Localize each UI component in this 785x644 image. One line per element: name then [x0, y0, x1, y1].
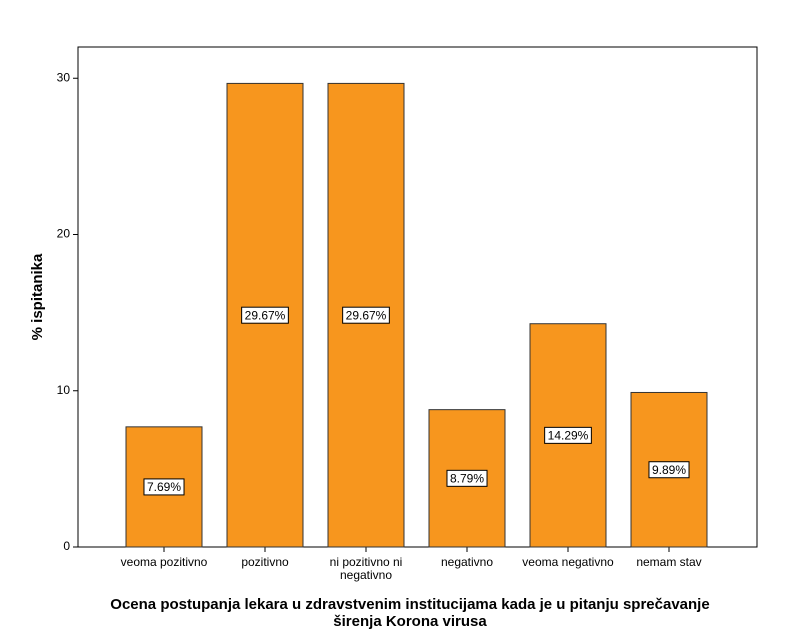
value-label: 29.67% — [245, 308, 286, 322]
x-tick-label: negativno — [440, 555, 494, 569]
value-label-box — [544, 426, 592, 444]
value-label: 7.69% — [147, 480, 181, 494]
x-tick-label: ni pozitivno ni negativno — [329, 555, 403, 582]
x-tick-label: veoma pozitivno — [120, 555, 208, 569]
y-tick-label: 0 — [63, 539, 70, 553]
x-axis-title: Ocena postupanja lekara u zdravstvenim i… — [110, 596, 710, 630]
x-tick-label: veoma negativno — [522, 555, 614, 569]
y-tick-label: 30 — [57, 70, 71, 84]
x-tick-label: nemam stav — [636, 555, 702, 569]
value-label-box — [241, 306, 289, 324]
y-tick-label: 20 — [57, 227, 71, 241]
value-label: 8.79% — [450, 472, 484, 486]
value-label: 9.89% — [652, 463, 686, 477]
value-label-box — [648, 461, 690, 479]
value-label-box — [342, 306, 390, 324]
value-label: 14.29% — [548, 429, 589, 443]
value-label-box — [143, 478, 185, 496]
value-label: 29.67% — [346, 308, 387, 322]
y-tick-label: 10 — [57, 383, 71, 397]
plot-frame — [77, 46, 758, 548]
y-axis-title: % ispitanika — [29, 253, 46, 340]
value-label-box — [446, 469, 488, 487]
x-tick-label: pozitivno — [241, 555, 289, 569]
